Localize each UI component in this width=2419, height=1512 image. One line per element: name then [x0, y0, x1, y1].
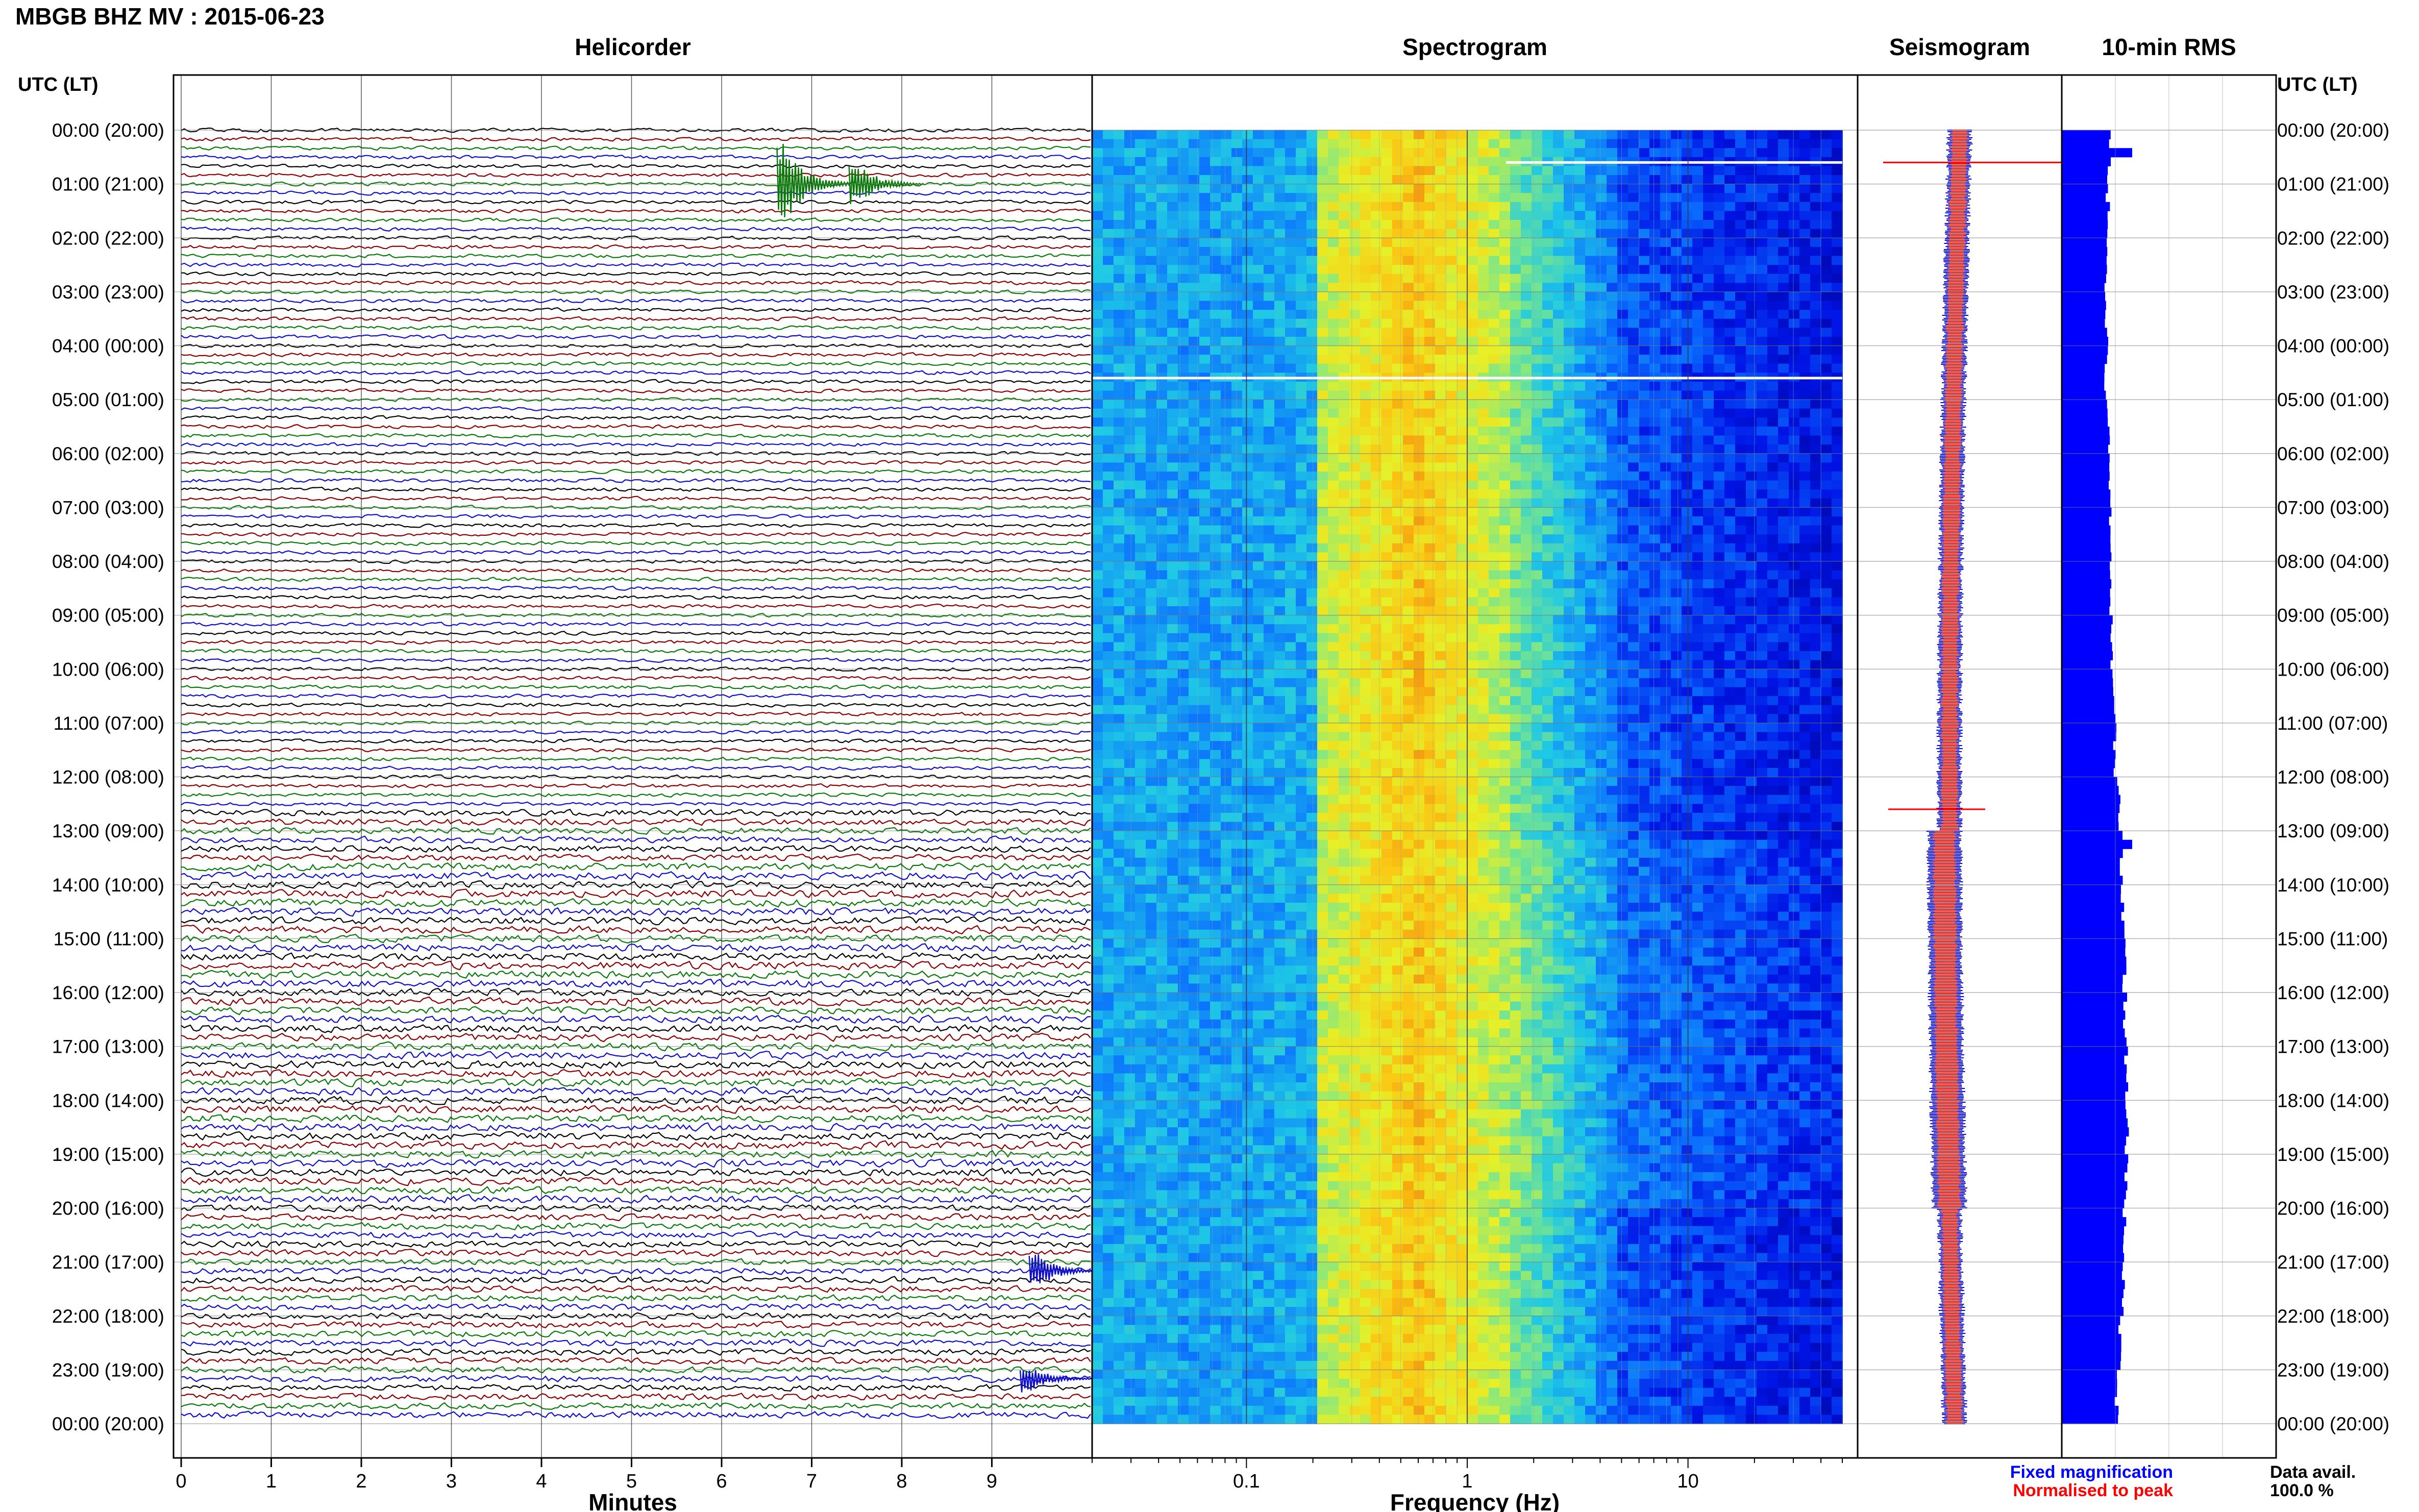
spectrogram-tick-label: 10	[1677, 1471, 1698, 1492]
data-availability-value: 100.0 %	[2270, 1481, 2334, 1500]
time-label-left: 13:00 (09:00)	[52, 821, 164, 841]
time-label-right: 17:00 (13:00)	[2277, 1036, 2389, 1057]
time-label-right: 21:00 (17:00)	[2277, 1252, 2389, 1273]
time-label-right: 00:00 (20:00)	[2277, 120, 2389, 141]
helicorder-tick-label: 8	[896, 1471, 907, 1492]
time-label-left: 07:00 (03:00)	[52, 497, 164, 518]
time-label-left: 15:00 (11:00)	[54, 928, 164, 949]
time-label-right: 04:00 (00:00)	[2277, 336, 2389, 357]
time-label-left: 02:00 (22:00)	[52, 228, 164, 249]
helicorder-xlabel: Minutes	[588, 1489, 677, 1512]
axis-ticks: 0 1 2 3 4 5 6 7 8 9 0.1 1 10	[176, 1458, 1843, 1492]
left-axis-label: UTC (LT)	[18, 74, 98, 95]
panel-grid	[174, 75, 2276, 1458]
data-availability-label: Data avail.	[2270, 1463, 2356, 1482]
legend-normalised-to-peak: Normalised to peak	[2013, 1481, 2173, 1500]
time-label-left: 04:00 (00:00)	[52, 336, 164, 357]
time-label-right: 01:00 (21:00)	[2277, 174, 2389, 195]
helicorder-tick-label: 4	[536, 1471, 547, 1492]
time-label-right: 12:00 (08:00)	[2277, 767, 2389, 788]
time-label-left: 17:00 (13:00)	[52, 1036, 164, 1057]
time-label-right: 19:00 (15:00)	[2277, 1144, 2389, 1165]
helicorder-tick-label: 9	[986, 1471, 997, 1492]
legend-fixed-magnification: Fixed magnification	[2010, 1463, 2173, 1482]
time-label-right: 11:00 (07:00)	[2277, 713, 2388, 734]
time-label-right: 10:00 (06:00)	[2277, 659, 2389, 680]
time-label-right: 08:00 (04:00)	[2277, 551, 2389, 572]
time-label-left: 19:00 (15:00)	[52, 1144, 164, 1165]
time-label-left: 18:00 (14:00)	[52, 1090, 164, 1111]
spectrogram-title: Spectrogram	[1402, 34, 1547, 60]
time-labels: 00:00 (20:00) 00:00 (20:00) 01:00 (21:00) 0…	[52, 120, 2389, 1434]
helicorder-title: Helicorder	[575, 34, 691, 60]
time-label-right: 02:00 (22:00)	[2277, 228, 2389, 249]
helicorder-tick-label: 2	[356, 1471, 366, 1492]
time-label-right: 15:00 (11:00)	[2277, 928, 2388, 949]
time-label-right: 14:00 (10:00)	[2277, 875, 2389, 896]
helicorder-tick-label: 6	[716, 1471, 727, 1492]
helicorder-tick-label: 0	[176, 1471, 186, 1492]
time-label-left: 01:00 (21:00)	[52, 174, 164, 195]
right-axis-label: UTC (LT)	[2277, 74, 2358, 95]
time-label-left: 00:00 (20:00)	[52, 120, 164, 141]
station-title: MBGB BHZ MV : 2015-06-23	[15, 3, 325, 30]
time-label-left: 03:00 (23:00)	[52, 282, 164, 303]
time-label-left: 08:00 (04:00)	[52, 551, 164, 572]
time-label-left: 21:00 (17:00)	[52, 1252, 164, 1273]
rms-panel	[2062, 130, 2132, 1424]
time-label-right: 09:00 (05:00)	[2277, 605, 2389, 626]
time-label-right: 06:00 (02:00)	[2277, 443, 2389, 464]
time-label-left: 11:00 (07:00)	[54, 713, 164, 734]
time-label-right: 00:00 (20:00)	[2277, 1414, 2389, 1434]
time-label-left: 06:00 (02:00)	[52, 443, 164, 464]
time-label-right: 03:00 (23:00)	[2277, 282, 2389, 303]
seismogram-title: Seismogram	[1889, 34, 2030, 60]
spectrogram-panel	[1092, 75, 1858, 1458]
time-label-left: 22:00 (18:00)	[52, 1306, 164, 1327]
time-label-left: 20:00 (16:00)	[52, 1198, 164, 1219]
time-label-right: 22:00 (18:00)	[2277, 1306, 2389, 1327]
spectrogram-tick-label: 0.1	[1233, 1471, 1260, 1492]
time-label-left: 05:00 (01:00)	[52, 389, 164, 410]
time-label-right: 20:00 (16:00)	[2277, 1198, 2389, 1219]
time-label-left: 23:00 (19:00)	[52, 1359, 164, 1380]
time-label-left: 09:00 (05:00)	[52, 605, 164, 626]
time-label-right: 16:00 (12:00)	[2277, 982, 2389, 1003]
helicorder-panel	[181, 127, 1092, 1419]
time-label-left: 12:00 (08:00)	[52, 767, 164, 788]
helicorder-tick-label: 7	[806, 1471, 817, 1492]
time-label-right: 05:00 (01:00)	[2277, 389, 2389, 410]
time-label-right: 07:00 (03:00)	[2277, 497, 2389, 518]
time-label-right: 18:00 (14:00)	[2277, 1090, 2389, 1111]
time-label-right: 23:00 (19:00)	[2277, 1359, 2389, 1380]
helicorder-tick-label: 3	[446, 1471, 457, 1492]
time-label-left: 16:00 (12:00)	[52, 982, 164, 1003]
time-label-left: 14:00 (10:00)	[52, 875, 164, 896]
time-label-left: 00:00 (20:00)	[52, 1414, 164, 1434]
helicorder-tick-label: 1	[266, 1471, 277, 1492]
spectrogram-xlabel: Frequency (Hz)	[1390, 1489, 1560, 1512]
spectrogram-tick-label: 1	[1462, 1471, 1472, 1492]
time-label-right: 13:00 (09:00)	[2277, 821, 2389, 841]
rms-title: 10-min RMS	[2102, 34, 2236, 60]
time-label-left: 10:00 (06:00)	[52, 659, 164, 680]
helicorder-tick-label: 5	[626, 1471, 637, 1492]
